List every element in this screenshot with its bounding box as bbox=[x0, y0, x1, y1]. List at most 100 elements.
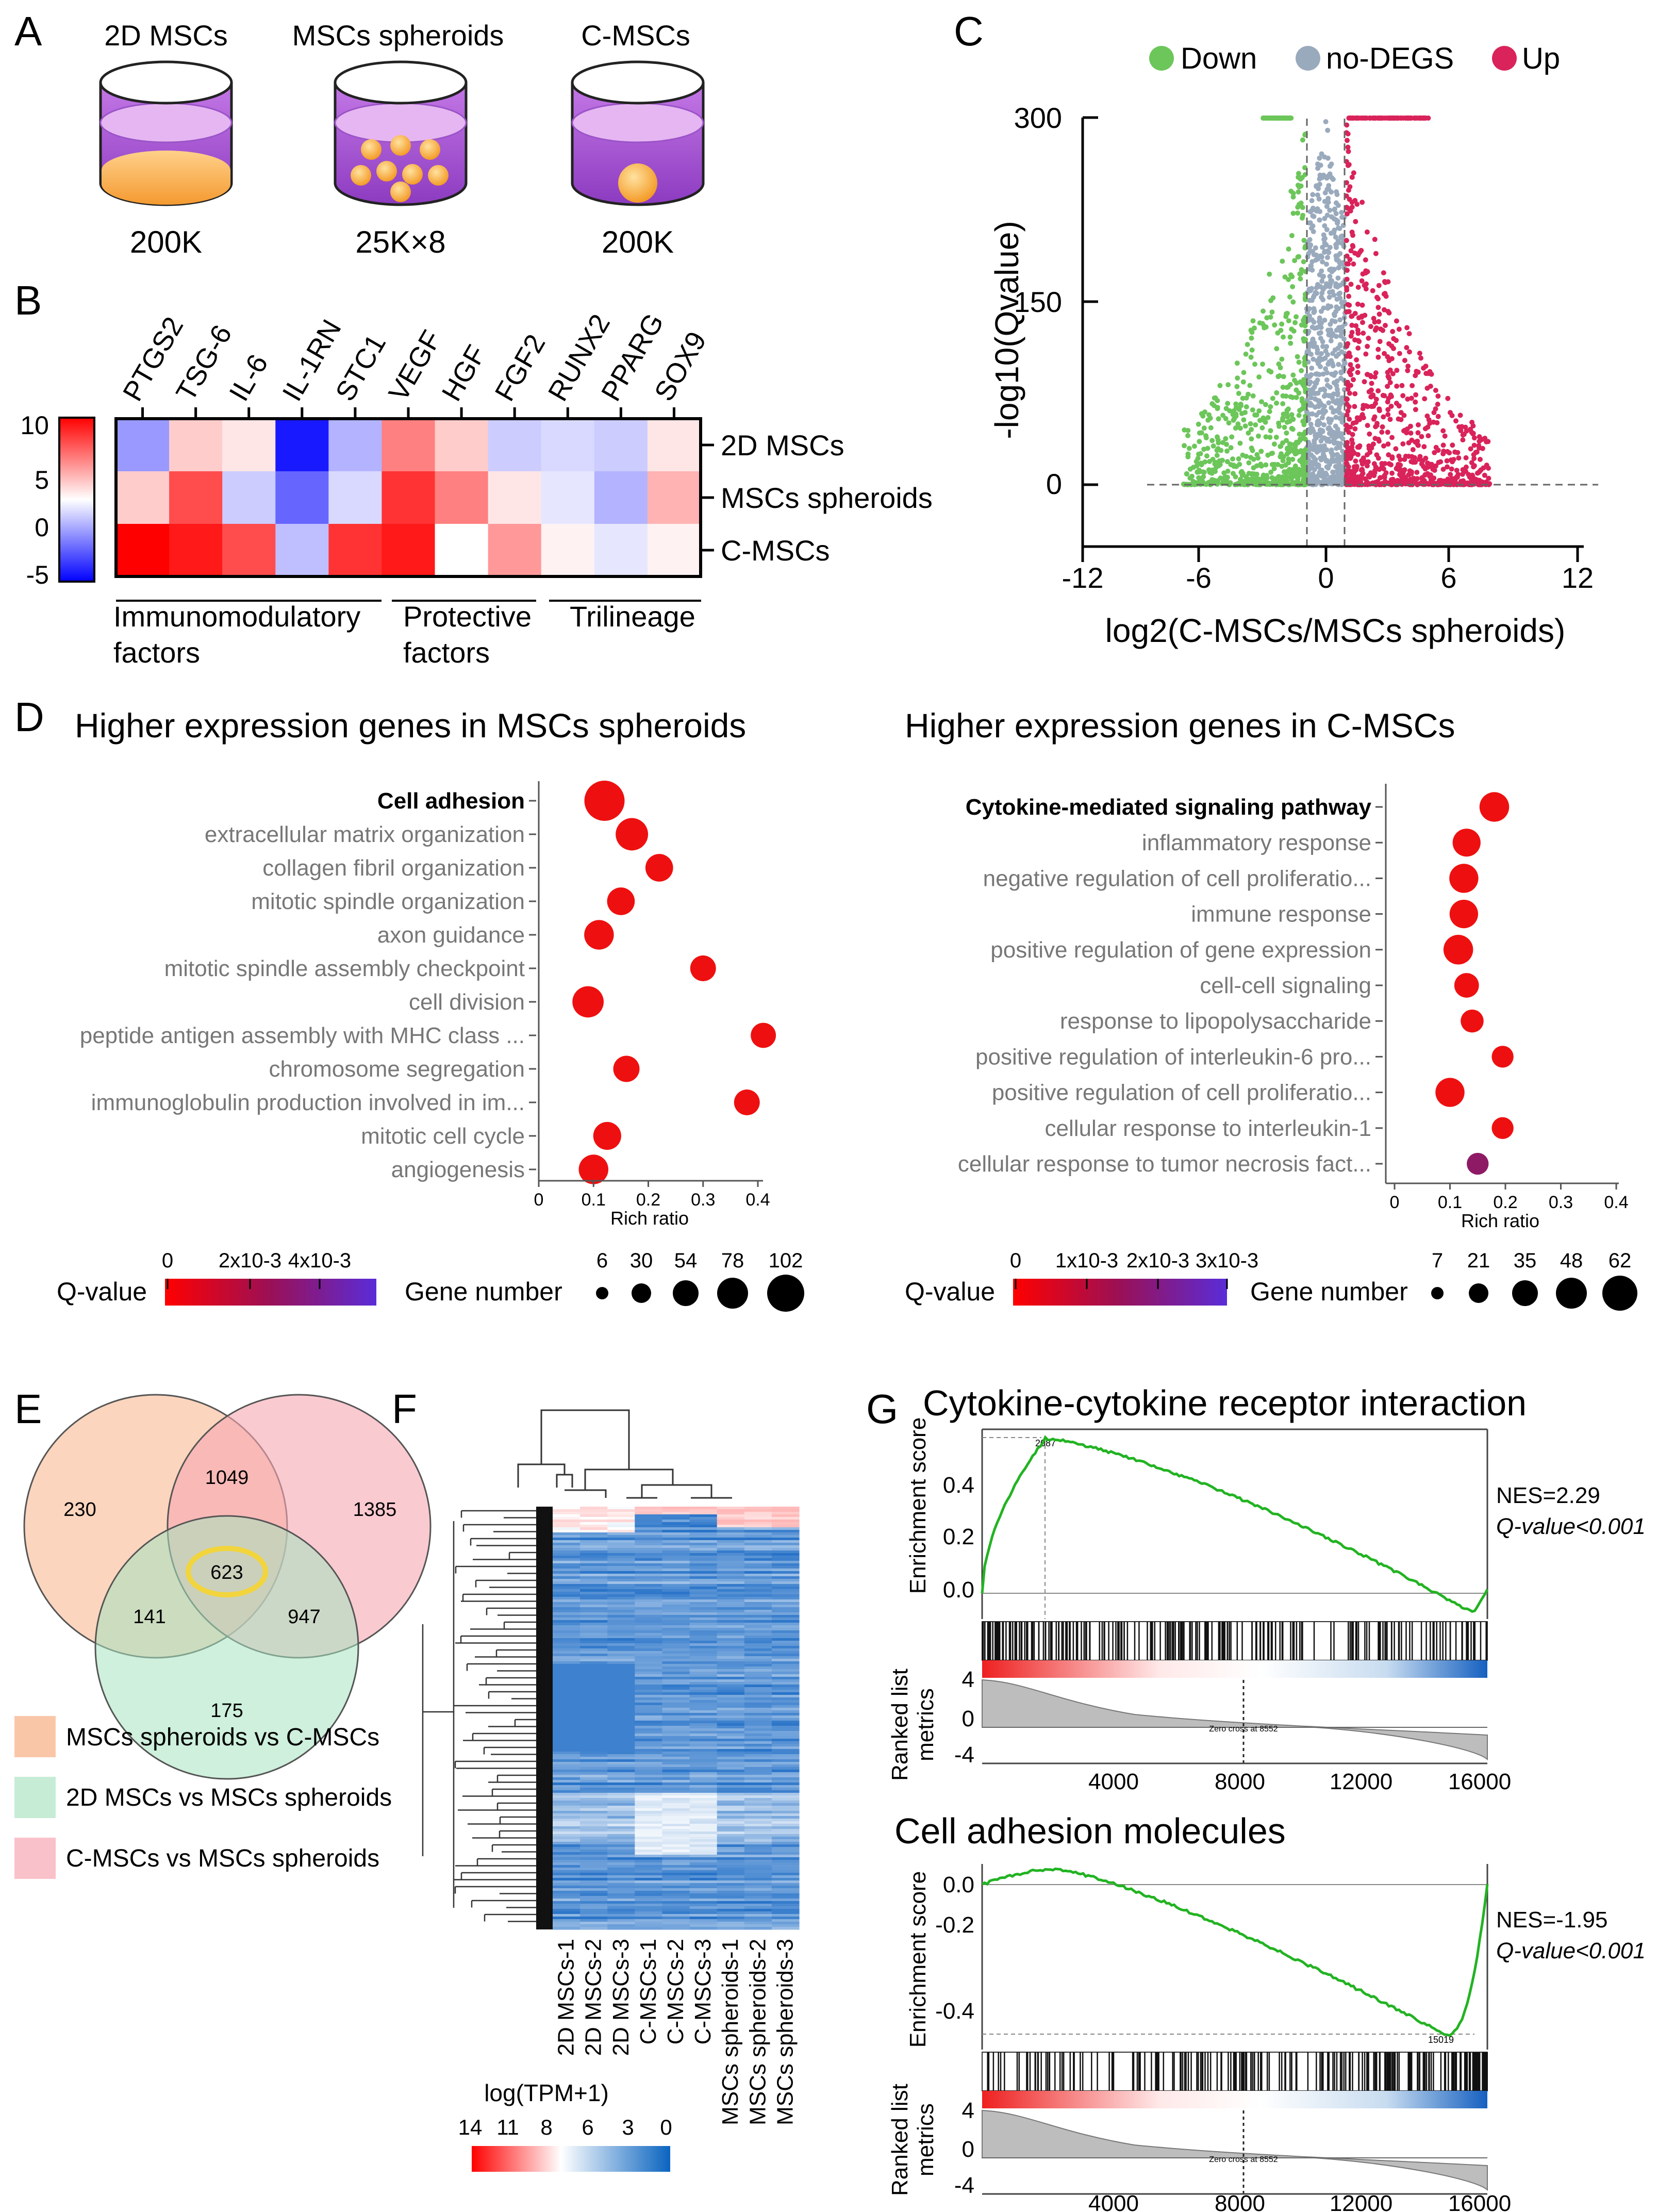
f-heatmap-cell bbox=[662, 1597, 690, 1600]
f-heatmap-cell bbox=[580, 1839, 608, 1842]
d-left-gtick-2: 54 bbox=[674, 1249, 698, 1272]
f-heatmap-cell bbox=[689, 1780, 718, 1783]
f-heatmap-cell bbox=[553, 1628, 581, 1631]
f-heatmap-cell bbox=[580, 1764, 608, 1768]
f-heatmap-cell bbox=[553, 1886, 581, 1889]
f-heatmap-cell bbox=[689, 1666, 718, 1670]
f-heatmap-cell bbox=[607, 1651, 635, 1654]
g-top-es-label: Enrichment score bbox=[905, 1417, 931, 1594]
volcano-point bbox=[1300, 215, 1305, 221]
f-heatmap-cell bbox=[717, 1834, 745, 1837]
f-heatmap-cell bbox=[553, 1636, 581, 1639]
volcano-point bbox=[1477, 468, 1483, 474]
f-heatmap-cell bbox=[689, 1682, 718, 1685]
volcano-point bbox=[1335, 241, 1340, 246]
d-right-gene-label: Gene number bbox=[1250, 1277, 1408, 1306]
f-heatmap-cell bbox=[717, 1785, 745, 1788]
f-heatmap-cell bbox=[689, 1736, 718, 1739]
f-heatmap-cell bbox=[553, 1744, 581, 1747]
f-heatmap-cell bbox=[607, 1697, 635, 1701]
volcano-point bbox=[1428, 384, 1433, 389]
heatmap-cell bbox=[116, 471, 170, 524]
f-heatmap-cell bbox=[662, 1646, 690, 1649]
volcano-point bbox=[1435, 393, 1441, 399]
f-heatmap-cell bbox=[662, 1661, 690, 1664]
volcano-point bbox=[1349, 115, 1354, 121]
f-heatmap-cell bbox=[607, 1793, 635, 1796]
f-heatmap-cell bbox=[607, 1641, 635, 1644]
volcano-point bbox=[1302, 315, 1307, 321]
f-heatmap-cell bbox=[607, 1824, 635, 1827]
f-heatmap-cell bbox=[717, 1669, 745, 1672]
f-heatmap-cell bbox=[553, 1525, 581, 1528]
f-heatmap-cell bbox=[717, 1821, 745, 1824]
f-heatmap-cell bbox=[553, 1865, 581, 1868]
f-heatmap-cell bbox=[580, 1911, 608, 1914]
volcano-point bbox=[1438, 459, 1444, 465]
f-heatmap-cell bbox=[771, 1666, 800, 1670]
volcano-point bbox=[1352, 482, 1357, 487]
f-heatmap-cell bbox=[744, 1599, 772, 1603]
g-bottom-es-label: Enrichment score bbox=[905, 1871, 931, 2048]
f-heatmap-cell bbox=[689, 1782, 718, 1786]
f-heatmap-cell bbox=[771, 1692, 800, 1695]
f-heatmap-cell bbox=[771, 1561, 800, 1564]
f-heatmap-cell bbox=[717, 1522, 745, 1525]
f-heatmap-cell bbox=[580, 1543, 608, 1546]
f-heatmap-cell bbox=[689, 1646, 718, 1649]
f-heatmap-cell bbox=[771, 1901, 800, 1904]
f-heatmap-cell bbox=[607, 1886, 635, 1889]
f-heatmap-cell bbox=[635, 1726, 662, 1729]
volcano-point bbox=[1338, 434, 1344, 439]
f-heatmap-cell bbox=[607, 1656, 635, 1659]
f-heatmap-cell bbox=[635, 1532, 662, 1536]
f-heatmap-cell bbox=[689, 1713, 718, 1716]
volcano-point bbox=[1351, 472, 1357, 478]
f-heatmap-cell bbox=[689, 1636, 718, 1639]
volcano-point bbox=[1261, 415, 1266, 421]
f-heatmap-cell bbox=[689, 1584, 718, 1587]
f-heatmap-cell bbox=[771, 1790, 800, 1793]
f-heatmap-cell bbox=[553, 1597, 581, 1600]
volcano-point bbox=[1246, 430, 1251, 436]
f-heatmap-cell bbox=[689, 1772, 718, 1775]
f-heatmap-cell bbox=[717, 1623, 745, 1626]
volcano-point bbox=[1333, 211, 1339, 217]
f-heatmap-cell bbox=[771, 1612, 800, 1615]
volcano-point bbox=[1198, 451, 1203, 456]
f-heatmap-cell bbox=[635, 1803, 662, 1806]
volcano-point bbox=[1324, 261, 1329, 267]
f-heatmap-cell bbox=[635, 1839, 662, 1842]
f-heatmap-cell bbox=[689, 1819, 718, 1822]
f-heatmap-cell bbox=[689, 1594, 718, 1597]
f-heatmap-cell bbox=[689, 1816, 718, 1819]
f-heatmap-cell bbox=[744, 1788, 772, 1791]
volcano-point bbox=[1440, 451, 1446, 457]
volcano-point bbox=[1294, 448, 1299, 454]
f-heatmap-cell bbox=[689, 1597, 718, 1600]
f-heatmap-cell bbox=[553, 1661, 581, 1664]
f-heatmap-cell bbox=[553, 1862, 581, 1866]
f-heatmap-cell bbox=[717, 1741, 745, 1744]
f-heatmap-cell bbox=[607, 1731, 635, 1734]
f-heatmap-cell bbox=[553, 1839, 581, 1842]
volcano-point bbox=[1445, 449, 1450, 454]
f-heatmap-cell bbox=[717, 1561, 745, 1564]
volcano-point bbox=[1349, 313, 1355, 319]
f-heatmap-cell bbox=[635, 1517, 662, 1520]
f-heatmap-cell bbox=[744, 1739, 772, 1742]
volcano-point bbox=[1348, 333, 1354, 339]
f-heatmap-cell bbox=[580, 1545, 608, 1548]
f-heatmap-cell bbox=[717, 1844, 745, 1847]
f-heatmap-cell bbox=[607, 1785, 635, 1788]
f-heatmap-cell bbox=[744, 1700, 772, 1703]
d-right-bubble bbox=[1435, 1078, 1465, 1107]
f-heatmap-cell bbox=[553, 1891, 581, 1894]
f-heatmap-cell bbox=[771, 1744, 800, 1747]
f-heatmap-cell bbox=[744, 1790, 772, 1793]
f-heatmap-cell bbox=[635, 1664, 662, 1667]
f-heatmap-cell bbox=[771, 1808, 800, 1811]
f-heatmap-cell bbox=[689, 1695, 718, 1698]
volcano-point bbox=[1327, 385, 1333, 390]
f-heatmap-cell bbox=[553, 1785, 581, 1788]
